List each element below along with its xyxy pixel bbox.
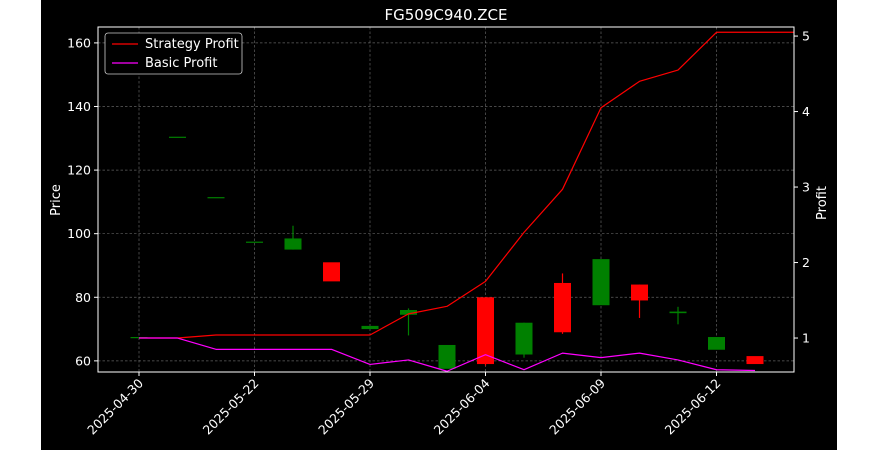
candle-body <box>515 322 533 355</box>
legend-label-strategy: Strategy Profit <box>145 37 239 52</box>
x-tick-label: 2025-06-09 <box>546 375 608 437</box>
profit-lines <box>139 31 794 372</box>
x-tick-label: 2025-05-29 <box>315 375 377 437</box>
y-tick-label: 140 <box>67 99 91 114</box>
y2-tick-label: 4 <box>802 104 810 119</box>
plot-frame <box>97 26 795 373</box>
candle-body <box>246 241 263 243</box>
y2-tick-label: 2 <box>802 255 810 270</box>
x-tick-label: 2025-06-04 <box>431 375 493 437</box>
y-tick-label: 120 <box>67 163 91 178</box>
candle-body <box>438 344 456 369</box>
candle-body <box>207 197 225 199</box>
candle-body <box>554 282 571 333</box>
legend-box <box>104 32 243 75</box>
y2-tick-label: 1 <box>802 331 810 346</box>
candles <box>130 136 764 369</box>
y2-tick-label: 5 <box>802 29 810 44</box>
candle-body <box>631 284 648 301</box>
basic-profit-line <box>139 337 756 372</box>
y-tick-label: 80 <box>75 290 91 305</box>
candle-body <box>323 262 340 282</box>
candle-body <box>669 311 687 314</box>
grid-lines <box>98 27 794 372</box>
figure-background <box>41 0 837 450</box>
candle-body <box>746 356 764 365</box>
candle-body <box>477 297 494 365</box>
x-tick-label: 2025-06-12 <box>662 376 724 438</box>
candle-body <box>708 337 725 350</box>
strategy-profit-line <box>139 31 794 339</box>
candle-body <box>169 136 186 138</box>
y2-axis-title: Profit <box>815 186 830 220</box>
candle-body <box>361 325 379 330</box>
x-tick-label: 2025-04-30 <box>84 375 146 437</box>
y2-tick-label: 3 <box>802 180 810 195</box>
y-tick-label: 60 <box>75 353 91 368</box>
chart-title: FG509C940.ZCE <box>385 6 508 24</box>
axes: 60 80 100 120 140 160 1 2 3 4 5 2025-04-30 2025-05-2… <box>67 29 810 438</box>
legend-label-basic: Basic Profit <box>145 56 217 71</box>
legend: Strategy Profit Basic Profit <box>104 32 243 75</box>
candle-body <box>592 259 610 306</box>
x-tick-label: 2025-05-22 <box>200 376 262 438</box>
y-axis-title: Price <box>49 184 64 216</box>
y-tick-label: 160 <box>67 35 91 50</box>
y-tick-label: 100 <box>67 226 91 241</box>
candle-body <box>284 238 302 250</box>
candle-body <box>400 309 417 315</box>
